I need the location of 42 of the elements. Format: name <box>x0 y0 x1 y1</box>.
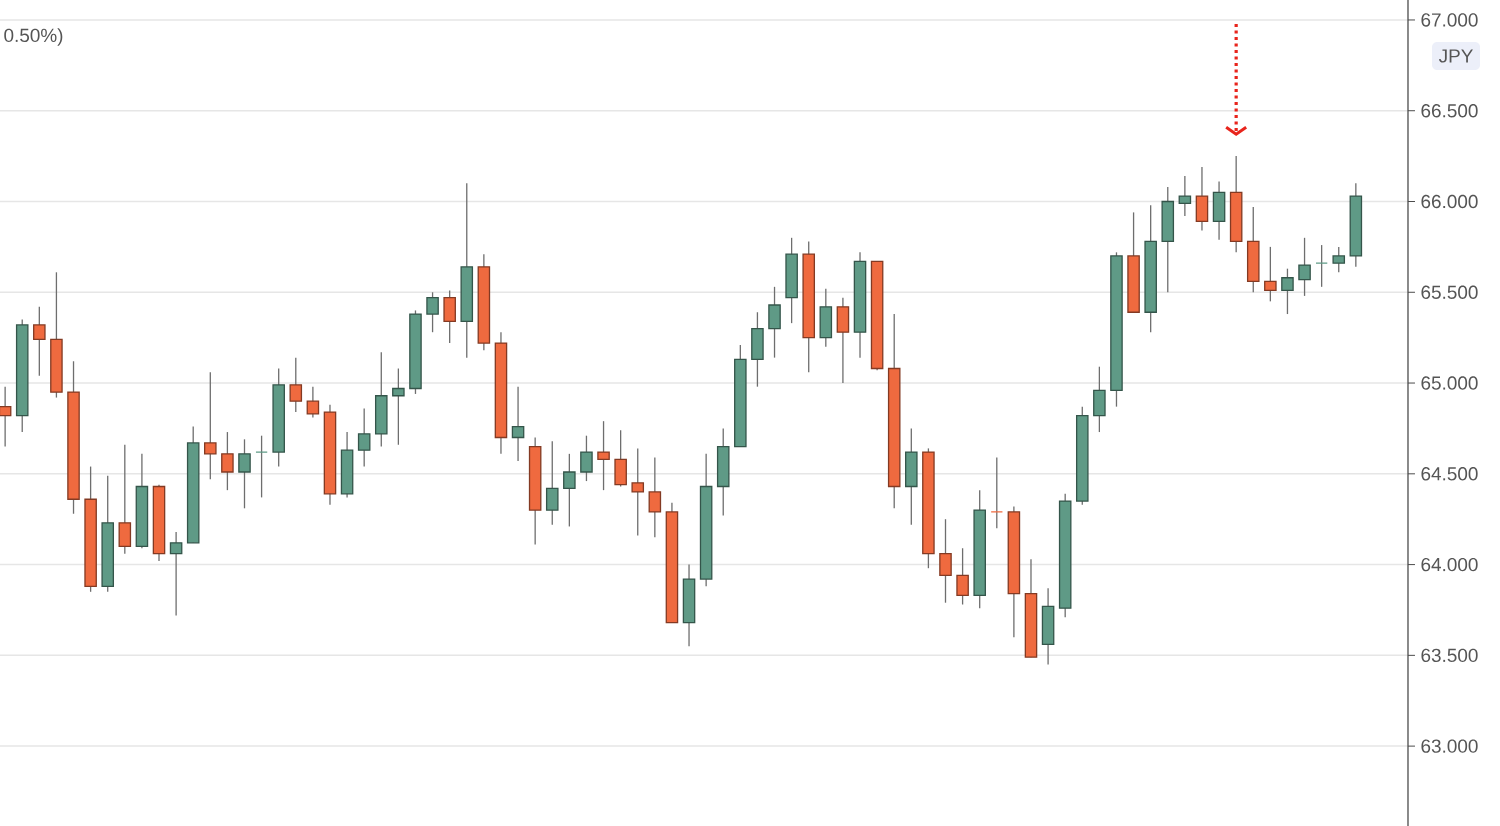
candlestick <box>631 447 645 537</box>
candlestick <box>768 286 781 359</box>
candlestick <box>1264 246 1277 302</box>
candlestick <box>169 531 183 617</box>
candlestick <box>939 518 952 604</box>
candlestick <box>357 407 371 468</box>
candlestick <box>118 444 132 555</box>
candlestick <box>426 291 439 333</box>
candlestick <box>0 386 12 448</box>
candlestick <box>204 371 217 480</box>
y-tick-label: 67.000 <box>1421 13 1478 27</box>
candlestick <box>1178 175 1192 217</box>
candlestick <box>238 438 251 509</box>
candlestick <box>392 367 405 446</box>
candlestick <box>443 289 456 344</box>
y-tick-label: 65.000 <box>1421 376 1478 390</box>
annotation: 0.50%) <box>4 28 63 46</box>
candlestick <box>1281 268 1294 315</box>
candlestick <box>306 386 320 419</box>
candlestick <box>956 547 969 606</box>
candlestick <box>545 440 559 526</box>
candlestick <box>580 435 593 482</box>
candlestick <box>1332 246 1346 273</box>
candlestick <box>597 420 610 491</box>
y-tick-label: 66.000 <box>1421 194 1478 209</box>
candlestick <box>1298 237 1311 297</box>
candlestick <box>990 456 1004 529</box>
candlestick <box>33 306 46 377</box>
y-tick-label: 64.500 <box>1421 467 1478 481</box>
y-tick-label: 63.500 <box>1421 648 1478 663</box>
candlestick <box>511 386 525 462</box>
y-tick-label: 66.500 <box>1421 104 1478 118</box>
y-tick-label: 64.000 <box>1421 557 1478 572</box>
candlestick <box>255 435 268 499</box>
y-tick-label: 63.000 <box>1421 739 1478 753</box>
candlestick <box>221 431 234 491</box>
y-tick-label: 65.500 <box>1421 285 1478 299</box>
candlestick <box>648 456 662 538</box>
candlestick <box>1315 244 1328 288</box>
text: JPY <box>1438 49 1473 63</box>
candlestick <box>563 453 576 528</box>
candlestick <box>289 356 303 413</box>
